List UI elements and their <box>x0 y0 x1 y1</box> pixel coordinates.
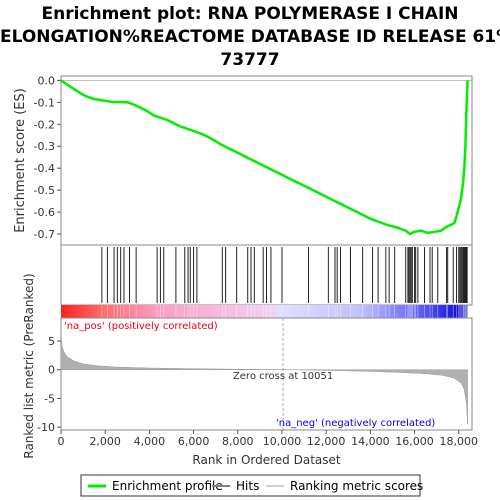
x-axis: 0 2,000 4,000 6,000 8,000 10,000 12,000 14,000 1… <box>58 430 478 467</box>
x-axis-label: Rank in Ordered Dataset <box>192 453 340 467</box>
metric-y-tick-label: 5 <box>48 335 55 348</box>
metric-y-tick-label: -10 <box>37 421 55 434</box>
legend-box <box>80 474 421 497</box>
metric-y-tick-label: -5 <box>44 392 55 405</box>
es-y-tick-label: -0.5 <box>34 184 55 197</box>
es-y-tick-label: -0.1 <box>34 96 55 109</box>
metric-plot-area <box>60 317 473 431</box>
pos-correlated-label: 'na_pos' (positively correlated) <box>64 321 218 332</box>
chart-title-line-2: ELONGATION%REACTOME DATABASE ID RELEASE … <box>0 27 500 47</box>
x-tick-label: 6,000 <box>178 435 210 448</box>
legend-label-enrichment-profile: Enrichment profile <box>112 479 223 493</box>
heatmap-fill <box>61 305 468 318</box>
es-y-tick-label: -0.4 <box>34 162 55 175</box>
es-y-tick-label: 0.0 <box>38 74 56 87</box>
x-tick-label: 2,000 <box>89 435 121 448</box>
chart-title-line-1: Enrichment plot: RNA POLYMERASE I CHAIN <box>41 4 459 24</box>
x-tick-label: 8,000 <box>222 435 254 448</box>
es-y-tick-label: -0.7 <box>34 228 55 241</box>
legend-label-hits: Hits <box>236 479 259 493</box>
legend-label-ranking-metric-scores: Ranking metric scores <box>290 479 423 493</box>
rank-heatmap-bar <box>61 305 468 318</box>
x-tick-label: 18,000 <box>439 435 478 448</box>
es-y-tick-label: -0.6 <box>34 206 55 219</box>
metric-y-tick-label: 0 <box>48 364 55 377</box>
es-y-tick-label: -0.2 <box>34 118 55 131</box>
es-y-axis-label: Enrichment score (ES) <box>13 88 28 233</box>
es-y-tick-label: -0.3 <box>34 140 55 153</box>
x-tick-label: 0 <box>58 435 65 448</box>
metric-panel: 5 0 -5 -10 Zero cross at 10051 'na_pos' (posi… <box>22 273 473 459</box>
x-tick-label: 14,000 <box>351 435 390 448</box>
es-panel: 0.0 -0.1 -0.2 -0.3 -0.4 -0.5 -0.6 -0.7 Enrichmen… <box>13 74 473 246</box>
x-tick-label: 10,000 <box>263 435 302 448</box>
x-tick-label: 16,000 <box>395 435 434 448</box>
hits-panel <box>60 244 473 306</box>
legend: Enrichment profile Hits Ranking metric sco… <box>80 474 423 497</box>
x-tick-label: 12,000 <box>307 435 346 448</box>
metric-y-axis-label: Ranked list metric (PreRanked) <box>22 273 36 458</box>
chart-title-line-3: 73777 <box>220 50 280 70</box>
neg-correlated-label: 'na_neg' (negatively correlated) <box>276 418 435 429</box>
enrichment-profile-line <box>60 79 469 236</box>
zero-cross-label: Zero cross at 10051 <box>233 371 333 382</box>
x-tick-label: 4,000 <box>134 435 166 448</box>
